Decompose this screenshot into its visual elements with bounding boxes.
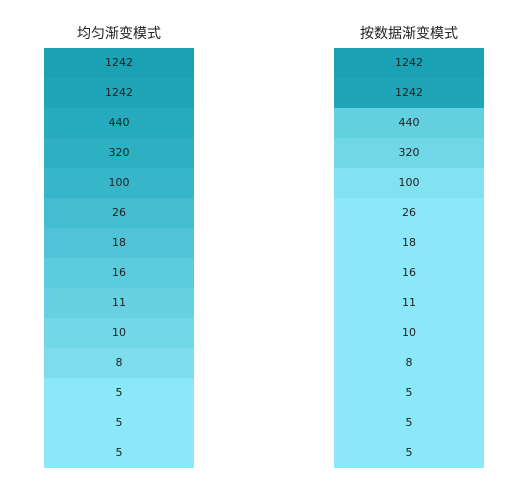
value-cell: 11 (44, 288, 194, 318)
value-cell: 10 (44, 318, 194, 348)
value-cell: 1242 (44, 48, 194, 78)
value-cell: 5 (44, 408, 194, 438)
value-cell: 1242 (334, 48, 484, 78)
value-cell: 8 (334, 348, 484, 378)
value-cell: 5 (334, 408, 484, 438)
value-cell: 320 (334, 138, 484, 168)
cell-list: 1242 1242 440 320 100 26 18 16 11 10 8 5 5 5 (44, 48, 194, 468)
value-cell: 100 (44, 168, 194, 198)
value-cell: 16 (334, 258, 484, 288)
value-cell: 18 (334, 228, 484, 258)
value-cell: 18 (44, 228, 194, 258)
value-cell: 11 (334, 288, 484, 318)
value-cell: 1242 (44, 78, 194, 108)
value-cell: 320 (44, 138, 194, 168)
value-cell: 100 (334, 168, 484, 198)
panel-title: 均匀渐变模式 (77, 26, 161, 42)
value-cell: 8 (44, 348, 194, 378)
value-cell: 440 (334, 108, 484, 138)
value-cell: 440 (44, 108, 194, 138)
value-cell: 26 (44, 198, 194, 228)
cell-list: 1242 1242 440 320 100 26 18 16 11 10 8 5 5 5 (334, 48, 484, 468)
value-cell: 5 (44, 378, 194, 408)
value-cell: 5 (334, 378, 484, 408)
value-cell: 5 (334, 438, 484, 468)
value-cell: 10 (334, 318, 484, 348)
value-cell: 5 (44, 438, 194, 468)
data-gradient-panel: 按数据渐变模式 1242 1242 440 320 100 26 18 16 11 10 8 5 5 5 (334, 20, 484, 468)
value-cell: 16 (44, 258, 194, 288)
value-cell: 1242 (334, 78, 484, 108)
value-cell: 26 (334, 198, 484, 228)
panel-title: 按数据渐变模式 (360, 26, 458, 42)
uniform-gradient-panel: 均匀渐变模式 1242 1242 440 320 100 26 18 16 11 10 8 5 5 5 (44, 20, 194, 468)
